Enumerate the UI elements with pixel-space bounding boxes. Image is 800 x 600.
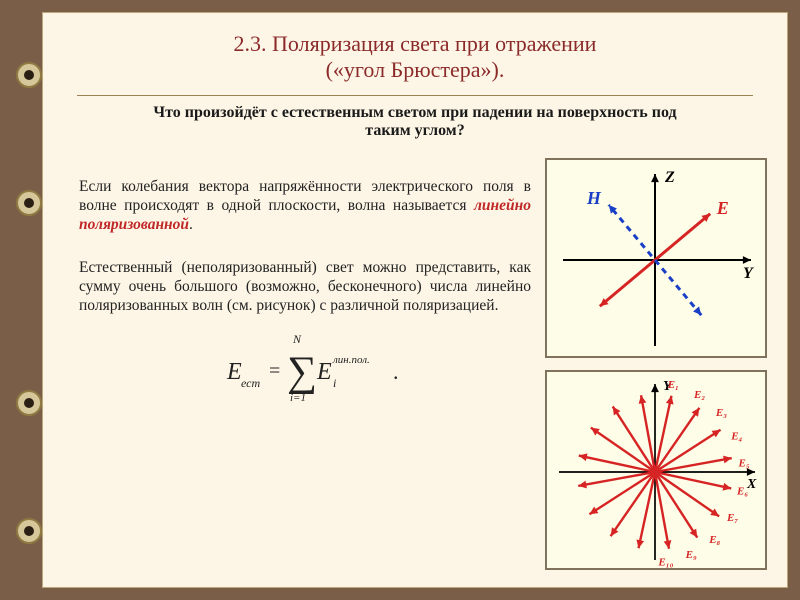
eq-lhs-sub: ест [241, 376, 260, 390]
svg-text:E₉: E₉ [685, 549, 697, 561]
svg-text:E₃: E₃ [715, 407, 727, 419]
title-line1: 2.3. Поляризация света при отражении [234, 31, 597, 56]
svg-text:E₁: E₁ [667, 379, 679, 391]
eq-period: . [393, 359, 399, 384]
question-text: Что произойдёт с естественным светом при… [43, 102, 787, 146]
svg-text:E₁₀: E₁₀ [657, 557, 673, 568]
eq-lhs: E [226, 359, 242, 385]
title-line2: («угол Брюстера»). [326, 57, 505, 82]
svg-text:E: E [716, 198, 729, 218]
para1-pre: Если колебания вектора напряжённости эле… [79, 178, 531, 214]
svg-text:E₈: E₈ [708, 534, 720, 546]
svg-text:E₄: E₄ [730, 430, 742, 442]
figure-column: YZEH XYE₁E₂E₃E₄E₅E₆E₇E₈E₉E₁₀ [545, 158, 767, 570]
svg-text:H: H [586, 188, 602, 208]
slide-title: 2.3. Поляризация света при отражении («у… [43, 13, 787, 91]
text-column: Если колебания вектора напряжённости эле… [79, 154, 531, 570]
paragraph-2: Естественный (неполяризованный) свет мож… [79, 259, 531, 316]
eq-rhs: E [316, 359, 332, 385]
binder-ring [14, 516, 44, 546]
diagram-linear-polarization: Y Z E H [545, 158, 767, 358]
eq-sigma: ∑ [287, 349, 317, 395]
divider [77, 95, 753, 96]
eq-equals: = [269, 360, 280, 382]
svg-text:E₂: E₂ [693, 389, 705, 401]
eq-rhs-sub: i [333, 376, 336, 390]
equation: E ест = ∑ N i=1 E i лин.пол. . [79, 329, 531, 412]
content-row: Если колебания вектора напряжённости эле… [43, 146, 787, 570]
paragraph-1: Если колебания вектора напряжённости эле… [79, 178, 531, 235]
para1-post: . [189, 216, 193, 233]
svg-text:E₆: E₆ [736, 486, 748, 498]
slide: 2.3. Поляризация света при отражении («у… [42, 12, 788, 588]
eq-sum-lower: i=1 [290, 392, 306, 404]
svg-text:E₇: E₇ [726, 512, 738, 524]
eq-sum-upper: N [292, 332, 302, 346]
diagram-natural-light: XYE₁E₂E₃E₄E₅E₆E₇E₈E₉E₁₀ [545, 370, 767, 570]
svg-text:E₅: E₅ [738, 458, 750, 470]
eq-rhs-sup: лин.пол. [332, 354, 370, 366]
svg-text:Z: Z [664, 169, 675, 186]
binder-ring [14, 60, 44, 90]
binder-ring [14, 388, 44, 418]
svg-text:Y: Y [743, 265, 754, 282]
binder-ring [14, 188, 44, 218]
